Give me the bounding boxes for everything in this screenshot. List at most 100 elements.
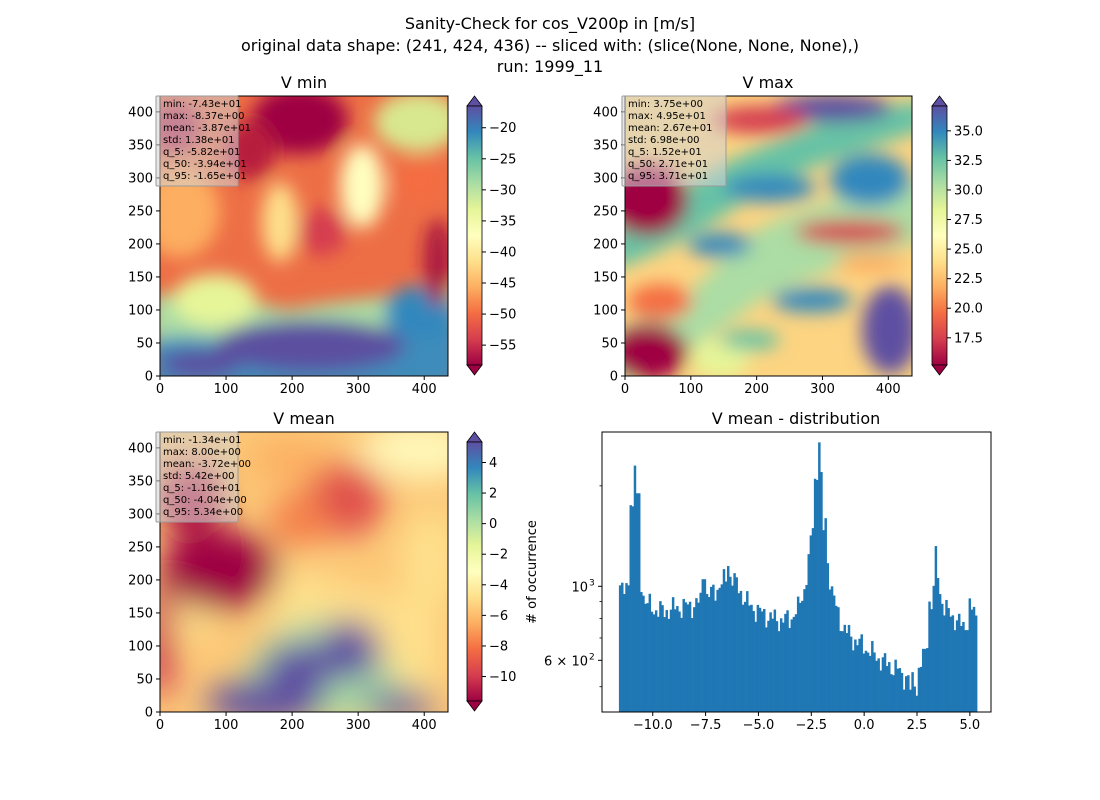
hist-panel: V mean - distribution −10.0 −7.5 −5.0 −2.5 0… [525, 409, 992, 733]
hist-bar [907, 675, 910, 712]
vmean-y-tick-label: 0 [145, 706, 153, 721]
vmin-colorbar-tick-label: −25 [489, 152, 516, 167]
vmax-colorbar: 17.5 20.0 22.5 25.0 27.5 30.0 32.5 35.0 [931, 95, 983, 376]
hist-bar [758, 607, 762, 712]
vmean-colorbar-tick-label: −8 [489, 639, 508, 654]
vmean-x-tick-label: 200 [280, 718, 305, 733]
hist-bar [934, 546, 938, 712]
hist-bar [640, 592, 643, 712]
vmean-colorbar-tick-label: −2 [489, 548, 508, 563]
hist-bar [794, 614, 798, 712]
hist-bar [943, 615, 946, 712]
hist-bar [822, 530, 825, 712]
hist-bar [815, 479, 819, 712]
hist-x-tick-label: −10.0 [633, 718, 673, 733]
hist-bar [743, 601, 747, 712]
hist-bar [898, 668, 902, 712]
vmax-colorbar-tick-label: 20.0 [954, 302, 983, 317]
vmax-x-tick-label: 300 [810, 382, 835, 397]
hist-bar [813, 478, 817, 712]
vmax-colorbar-tick-label: 17.5 [954, 331, 983, 346]
hist-bar [955, 620, 959, 712]
hist-bar [718, 587, 721, 712]
vmin-y-tick-label: 200 [128, 237, 153, 252]
hist-bar [826, 563, 830, 712]
vmean-stat-line: min: -1.34e+01 [163, 435, 242, 446]
hist-bar [928, 601, 931, 712]
hist-bar [945, 599, 948, 712]
hist-bar [737, 593, 741, 712]
hist-bar [845, 633, 849, 712]
hist-bar [714, 600, 717, 712]
hist-bar [623, 594, 626, 712]
hist-bar [701, 579, 705, 712]
hist-bar [866, 652, 870, 712]
vmin-colorbar-tick-label: −35 [489, 214, 516, 229]
vmax-x-tick-label: 200 [744, 382, 769, 397]
hist-bar [705, 594, 709, 712]
hist-bar [667, 618, 671, 712]
vmax-colorbar-tick-label: 27.5 [954, 213, 983, 228]
hist-bar [769, 612, 772, 712]
hist-bar [858, 638, 861, 712]
vmin-y-tick-label: 150 [128, 270, 153, 285]
hist-bar [680, 617, 683, 712]
vmin-colorbar-tick-label: −20 [489, 121, 516, 136]
hist-x-tick-label: −5.0 [743, 718, 775, 733]
hist-bar [669, 609, 673, 712]
hist-bar [941, 603, 944, 712]
vmean-y-tick-label: 200 [128, 573, 153, 588]
vmax-colorbar-tick-label: 35.0 [954, 124, 983, 139]
vmin-x-tick-label: 100 [214, 382, 239, 397]
hist-bar [885, 666, 889, 712]
hist-bar [900, 672, 904, 712]
vmax-title: V max [743, 73, 794, 92]
hist-bar [663, 617, 666, 712]
vmin-colorbar-tick-label: −50 [489, 308, 516, 323]
hist-bar [949, 616, 952, 712]
hist-bar [690, 618, 694, 712]
hist-bar [828, 589, 832, 712]
hist-bar [784, 613, 787, 712]
vmax-x-tick-label: 400 [876, 382, 901, 397]
hist-bar [637, 493, 641, 712]
hist-bar [807, 554, 810, 712]
hist-bar [960, 625, 963, 712]
hist-bar [756, 604, 760, 712]
vmin-x-tick-label: 300 [346, 382, 371, 397]
vmean-stat-line: std: 5.42e+00 [163, 471, 235, 482]
hist-x-tick-label: 5.0 [960, 718, 981, 733]
hist-bars [618, 442, 978, 712]
hist-bar [909, 689, 912, 712]
hist-bar [752, 611, 755, 712]
vmean-colorbar-tick-label: −6 [489, 609, 508, 624]
figure-title-line-1: Sanity-Check for cos_V200p in [m/s] [405, 14, 695, 34]
hist-bar [894, 659, 897, 712]
hist-bar [809, 535, 813, 712]
hist-bar [915, 695, 919, 712]
hist-bar [629, 505, 632, 712]
vmax-x-tick-label: 0 [621, 382, 629, 397]
vmin-x-tick-label: 0 [156, 382, 164, 397]
hist-bar [710, 586, 713, 712]
hist-y-tick-label: 10 [571, 580, 588, 595]
vmin-stat-line: min: -7.43e+01 [163, 99, 242, 110]
hist-bar [635, 493, 639, 712]
hist-bar [873, 652, 876, 712]
hist-bar [926, 648, 929, 712]
vmean-title: V mean [273, 409, 334, 428]
vmin-y-tick-label: 350 [128, 138, 153, 153]
hist-bar [892, 675, 895, 712]
vmax-y-tick-label: 250 [593, 204, 618, 219]
hist-bar [654, 610, 658, 712]
vmean-y-tick-label: 400 [128, 441, 153, 456]
vmean-x-axis: 0 100 200 300 400 [156, 712, 437, 733]
hist-bar [849, 636, 853, 712]
hist-bar [707, 596, 711, 712]
vmin-title: V min [281, 73, 327, 92]
hist-bar [888, 662, 891, 712]
vmax-stat-line: q_95: 3.71e+01 [628, 171, 708, 182]
hist-bar [724, 581, 728, 712]
hist-bar [932, 585, 936, 712]
